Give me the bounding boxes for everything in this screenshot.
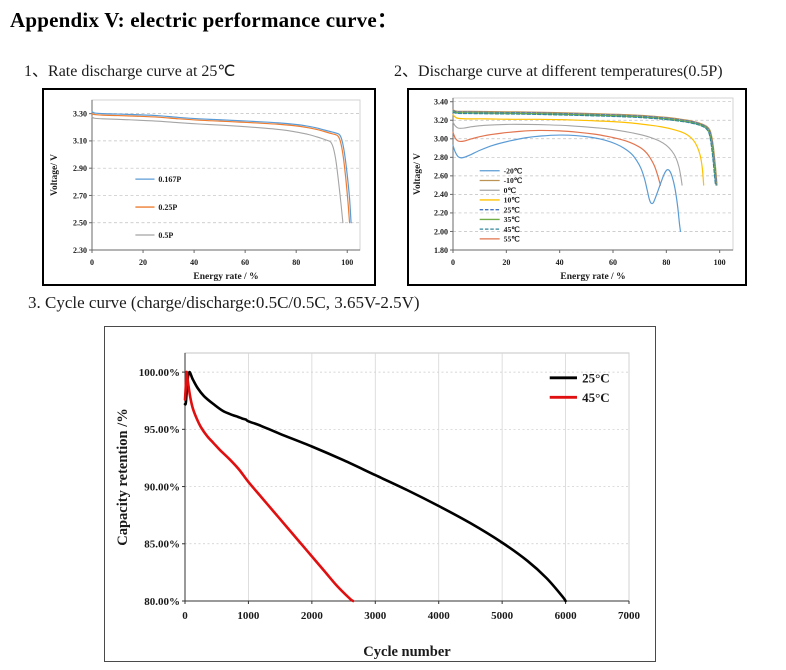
- svg-text:1.80: 1.80: [434, 246, 448, 255]
- svg-text:20: 20: [139, 258, 147, 267]
- svg-text:45℃: 45℃: [504, 225, 521, 234]
- svg-text:80: 80: [662, 258, 670, 267]
- section-2-title: Discharge curve at different temperature…: [418, 63, 723, 80]
- svg-text:2.00: 2.00: [434, 227, 448, 236]
- svg-text:40: 40: [190, 258, 198, 267]
- svg-text:Capacity retention /%: Capacity retention /%: [115, 408, 131, 545]
- svg-text:7000: 7000: [618, 610, 641, 622]
- rate-discharge-chart: 2.30 2.50 2.70 2.90 3.10 3.30 0 20 40 60 80 100 Ener…: [50, 99, 361, 282]
- section-2-number: 2、: [394, 63, 419, 80]
- temperature-discharge-chart-frame: 1.80 2.00 2.20 2.40 2.60 2.80 3.00 3.20 3.40 0 20 4…: [407, 88, 747, 286]
- svg-text:2.70: 2.70: [73, 191, 87, 200]
- svg-text:100: 100: [341, 258, 353, 267]
- svg-text:60: 60: [241, 258, 249, 267]
- section-3-title: Cycle curve (charge/discharge:0.5C/0.5C,…: [40, 293, 420, 312]
- svg-text:45°C: 45°C: [582, 390, 610, 405]
- svg-text:1000: 1000: [237, 610, 260, 622]
- svg-text:2.90: 2.90: [73, 164, 87, 173]
- svg-text:5000: 5000: [491, 610, 513, 622]
- svg-text:85.00%: 85.00%: [144, 539, 180, 551]
- cycle-curve-chart-frame: 80.00% 85.00% 90.00% 95.00% 100.00% 0 1000 2000…: [104, 326, 656, 662]
- svg-text:40: 40: [556, 258, 564, 267]
- svg-text:20: 20: [502, 258, 510, 267]
- svg-text:2.40: 2.40: [434, 190, 448, 199]
- svg-text:0.25P: 0.25P: [158, 203, 177, 212]
- svg-text:3.00: 3.00: [434, 135, 448, 144]
- svg-text:0: 0: [90, 258, 94, 267]
- svg-text:100.00%: 100.00%: [139, 367, 180, 379]
- section-1-title: Rate discharge curve at 25℃: [48, 63, 236, 80]
- svg-text:25°C: 25°C: [582, 370, 610, 385]
- svg-text:25℃: 25℃: [504, 205, 521, 214]
- svg-text:-10℃: -10℃: [504, 176, 523, 185]
- section-3-heading: 3. Cycle curve (charge/discharge:0.5C/0.…: [28, 293, 420, 313]
- page-title: Appendix V: electric performance curve：: [10, 8, 399, 32]
- cycle-curve-chart: 80.00% 85.00% 90.00% 95.00% 100.00% 0 1000 2000…: [115, 352, 641, 660]
- svg-text:0.5P: 0.5P: [158, 231, 173, 240]
- temperature-discharge-chart: 1.80 2.00 2.20 2.40 2.60 2.80 3.00 3.20 3.40 0 20 4…: [413, 98, 734, 282]
- svg-text:60: 60: [609, 258, 617, 267]
- svg-text:10℃: 10℃: [504, 196, 521, 205]
- svg-text:-20℃: -20℃: [504, 166, 523, 175]
- svg-text:4000: 4000: [428, 610, 451, 622]
- svg-text:100: 100: [714, 258, 726, 267]
- svg-text:Voltage/ V: Voltage/ V: [413, 153, 423, 195]
- svg-text:80: 80: [292, 258, 300, 267]
- svg-text:Cycle number: Cycle number: [363, 644, 451, 660]
- svg-text:3.30: 3.30: [73, 109, 87, 118]
- svg-text:35℃: 35℃: [504, 215, 521, 224]
- svg-text:95.00%: 95.00%: [144, 424, 180, 436]
- svg-text:0: 0: [182, 610, 188, 622]
- svg-text:2.50: 2.50: [73, 219, 87, 228]
- svg-text:2.60: 2.60: [434, 172, 448, 181]
- section-3-number: 3.: [28, 293, 41, 312]
- svg-text:2.30: 2.30: [73, 246, 87, 255]
- svg-text:3.10: 3.10: [73, 137, 87, 146]
- svg-text:2.20: 2.20: [434, 209, 448, 218]
- svg-text:Energy rate / %: Energy rate / %: [560, 272, 625, 282]
- svg-text:3000: 3000: [364, 610, 387, 622]
- svg-text:Voltage/ V: Voltage/ V: [50, 154, 60, 196]
- svg-text:3.40: 3.40: [434, 98, 448, 107]
- svg-text:55℃: 55℃: [504, 235, 521, 244]
- svg-text:2000: 2000: [301, 610, 324, 622]
- svg-text:90.00%: 90.00%: [144, 481, 180, 493]
- svg-text:0: 0: [451, 258, 455, 267]
- svg-text:6000: 6000: [555, 610, 578, 622]
- rate-discharge-chart-frame: 2.30 2.50 2.70 2.90 3.10 3.30 0 20 40 60 80 100 Ener…: [42, 88, 376, 286]
- svg-text:3.20: 3.20: [434, 116, 448, 125]
- section-2-heading: 2、Discharge curve at different temperatu…: [394, 57, 723, 81]
- svg-text:2.80: 2.80: [434, 153, 448, 162]
- svg-text:0.167P: 0.167P: [158, 175, 181, 184]
- section-1-heading: 1、Rate discharge curve at 25℃: [24, 57, 235, 81]
- svg-text:0℃: 0℃: [504, 186, 517, 195]
- svg-text:Energy rate / %: Energy rate / %: [193, 272, 258, 282]
- section-1-number: 1、: [24, 63, 49, 80]
- svg-text:80.00%: 80.00%: [144, 596, 180, 608]
